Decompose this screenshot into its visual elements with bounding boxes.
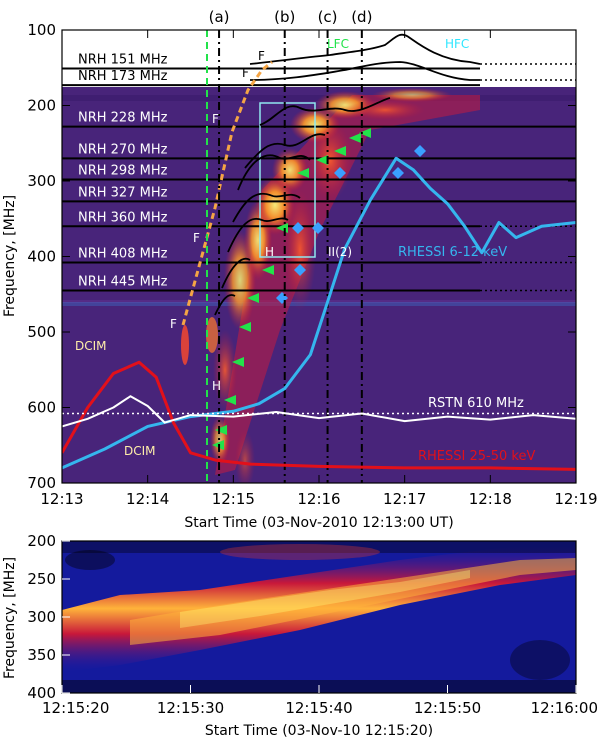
nrh-channel-label: NRH 270 MHz xyxy=(78,142,168,157)
annot-f2: F xyxy=(242,66,249,80)
annot-f3: F xyxy=(212,112,219,126)
top-y-tick-label: 600 xyxy=(27,399,56,417)
annotations: F F F F F H H LFC HFC II(2) DCIM DCIM xyxy=(75,37,469,458)
fundamental-drift-line xyxy=(181,60,273,326)
annot-hfc: HFC xyxy=(445,37,469,51)
lfc-marker xyxy=(212,440,224,450)
nrh-channel-label: NRH 408 MHz xyxy=(78,247,168,262)
top-x-label: Start Time (03-Nov-2010 12:13:00 UT) xyxy=(184,515,453,531)
nrh-298-profile xyxy=(237,154,311,191)
bottom-y-tick-label: 400 xyxy=(27,684,56,702)
legend-rhessi-low: RHESSI 6-12 keV xyxy=(398,245,507,260)
top-y-tick-label: 400 xyxy=(27,248,56,266)
lfc-marker xyxy=(316,155,328,165)
top-x-tick-label: 12:19 xyxy=(554,490,597,508)
nrh-channel-label: NRH 360 MHz xyxy=(78,210,168,225)
nrh-445-profile xyxy=(214,294,236,316)
top-x-tick-label: 12:15 xyxy=(212,490,255,508)
top-x-tick-label: 12:13 xyxy=(40,490,83,508)
hfc-marker xyxy=(392,167,404,179)
hfc-marker xyxy=(414,145,426,157)
nrh-360-profile xyxy=(227,217,289,253)
annot-dcim1: DCIM xyxy=(75,339,107,353)
nrh-327-profile xyxy=(232,192,301,223)
top-y-tick-label: 200 xyxy=(27,97,56,115)
annot-f4: F xyxy=(193,231,200,245)
nrh-channel-label: NRH 445 MHz xyxy=(78,274,168,289)
bottom-y-label: Frequency, [MHz] xyxy=(2,557,18,679)
annot-dcim2: DCIM xyxy=(124,444,156,458)
nrh-channel-label: NRH 228 MHz xyxy=(78,111,168,126)
top-x-axis: 12:13 12:14 12:15 12:16 12:17 12:18 12:19 xyxy=(40,30,598,508)
series-line-1 xyxy=(62,360,576,471)
lfc-marker xyxy=(359,128,371,138)
selection-box xyxy=(259,102,316,258)
bottom-x-label: Start Time (03-Nov-10 12:15:20) xyxy=(205,723,433,739)
top-x-tick-label: 12:16 xyxy=(297,490,340,508)
bottom-y-tick-label: 350 xyxy=(27,646,56,664)
bottom-y-tick-label: 250 xyxy=(27,570,56,588)
top-y-tick-label: 100 xyxy=(27,21,56,39)
lfc-marker xyxy=(215,425,227,435)
top-x-tick-label: 12:18 xyxy=(469,490,512,508)
lfc-marker xyxy=(247,293,259,303)
nrh-228-profile xyxy=(259,97,391,126)
top-y-label: Frequency, [MHz] xyxy=(2,195,18,317)
lfc-marker xyxy=(239,322,251,332)
bottom-y-tick-label: 200 xyxy=(27,532,56,550)
nrh-173-profile xyxy=(249,61,480,81)
bottom-x-tick-label: 12:15:40 xyxy=(285,699,352,717)
top-x-tick-label: 12:17 xyxy=(383,490,426,508)
series-line-2 xyxy=(62,395,576,428)
annot-lfc: LFC xyxy=(327,37,349,51)
bottom-x-tick-label: 12:15:30 xyxy=(157,699,224,717)
annot-h2: H xyxy=(212,379,221,393)
bottom-x-axis: 12:15:20 12:15:30 12:15:40 12:15:50 12:16:00 xyxy=(42,685,598,717)
hfc-marker xyxy=(292,222,304,234)
nrh-channel-label: NRH 298 MHz xyxy=(78,163,168,178)
hfc-marker xyxy=(312,222,324,234)
top-y-tick-label: 300 xyxy=(27,172,56,190)
annot-ii2: II(2) xyxy=(328,245,352,259)
annot-f1: F xyxy=(258,49,265,63)
legend-rstn: RSTN 610 MHz xyxy=(428,396,524,411)
bottom-x-tick-label: 12:15:50 xyxy=(414,699,481,717)
hfc-markers xyxy=(276,145,426,304)
nrh-channel-label: NRH 151 MHz xyxy=(78,53,168,68)
event-marker-label: (c) xyxy=(318,8,338,26)
lfc-marker xyxy=(297,168,309,178)
nrh-408-profile xyxy=(221,257,251,289)
hfc-marker xyxy=(294,264,306,276)
annot-f5: F xyxy=(170,317,177,331)
bottom-x-tick-label: 12:16:00 xyxy=(531,699,598,717)
bottom-x-tick-label: 12:15:20 xyxy=(42,699,109,717)
event-marker-label: (b) xyxy=(274,8,295,26)
bottom-spectrum-panel xyxy=(61,540,577,694)
top-y-axis: 100 200 300 400 500 600 700 xyxy=(27,21,576,492)
event-marker-label: (a) xyxy=(209,8,230,26)
annot-h1: H xyxy=(265,245,274,259)
bottom-y-axis: 200 250 300 350 400 xyxy=(27,532,70,702)
nrh-channel-label: NRH 327 MHz xyxy=(78,185,168,200)
nrh-channel-label: NRH 173 MHz xyxy=(78,69,168,84)
lfc-marker xyxy=(232,357,244,367)
legend-rhessi-high: RHESSI 25-50 keV xyxy=(418,449,535,464)
lfc-marker xyxy=(224,395,236,405)
lfc-marker xyxy=(334,146,346,156)
lfc-markers xyxy=(212,128,371,450)
hfc-marker xyxy=(334,167,346,179)
top-x-tick-label: 12:14 xyxy=(126,490,169,508)
top-y-tick-label: 500 xyxy=(27,323,56,341)
lfc-marker xyxy=(349,133,361,143)
bottom-y-tick-label: 300 xyxy=(27,608,56,626)
nrh-151-profile xyxy=(249,33,481,65)
top-y-tick-label: 700 xyxy=(27,474,56,492)
event-marker-label: (d) xyxy=(351,8,372,26)
lfc-marker xyxy=(262,265,274,275)
event-markers: (a) (b) (c) (d) xyxy=(209,8,372,483)
